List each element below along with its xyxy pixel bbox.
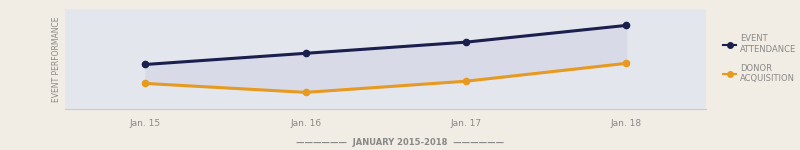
Legend: EVENT
ATTENDANCE, DONOR
ACQUISITION: EVENT ATTENDANCE, DONOR ACQUISITION: [723, 34, 796, 83]
Y-axis label: EVENT PERFORMANCE: EVENT PERFORMANCE: [52, 16, 61, 102]
Text: ——————  JANUARY 2015-2018  ——————: —————— JANUARY 2015-2018 ——————: [296, 138, 504, 147]
